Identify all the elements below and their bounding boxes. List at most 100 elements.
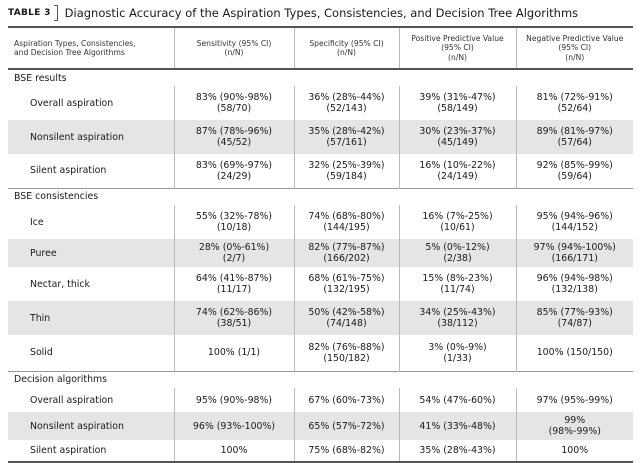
header-specificity: Specificity (95% CI) (n/N) xyxy=(293,26,399,70)
cell-count: (132/195) xyxy=(323,284,370,295)
section-title: BSE consistencies xyxy=(8,187,633,205)
ppv-cell: 5% (0%-12%) (2/38) xyxy=(398,239,516,267)
ppv-cell: 39% (31%-47%) (58/149) xyxy=(398,86,516,120)
table-number: TABLE 3 xyxy=(8,8,51,18)
cell-count: (52/64) xyxy=(557,103,592,114)
cell-count: (10/18) xyxy=(216,222,252,233)
ppv-cell: 16% (10%-22%) (24/149) xyxy=(398,154,516,188)
table-row: Silent aspiration 100% 75% (68%-82%) 35% (2… xyxy=(8,440,633,463)
cell-value: 92% (85%-99%) xyxy=(536,159,613,171)
cell-count: (45/52) xyxy=(216,137,252,148)
cell-value: 65% (57%-72%) xyxy=(308,420,385,432)
section-header-row: BSE results xyxy=(8,68,633,86)
cell-count: (2/7) xyxy=(222,253,246,264)
row-label: Thin xyxy=(8,301,174,335)
cell-count: (10/61) xyxy=(440,222,475,233)
cell-value: 97% (95%-99%) xyxy=(536,394,613,406)
cell-value: 3% (0%-9%) xyxy=(428,341,487,353)
sensitivity-cell: 87% (78%-96%) (45/52) xyxy=(173,120,294,154)
ppv-cell: 15% (8%-23%) (11/74) xyxy=(398,267,516,301)
specificity-cell: 68% (61%-75%) (132/195) xyxy=(293,267,399,301)
cell-value: 68% (61%-75%) xyxy=(308,273,385,284)
diagnostic-accuracy-table: Aspiration Types, Consistencies, and Dec… xyxy=(8,26,633,463)
ppv-cell: 16% (7%-25%) (10/61) xyxy=(398,205,516,239)
specificity-cell: 75% (68%-82%) xyxy=(293,440,399,463)
cell-value: 35% (28%-43%) xyxy=(419,445,496,456)
table-row: Overall aspiration 83% (90%-98%) (58/70) 36… xyxy=(8,86,633,120)
cell-count: (98%-99%) xyxy=(548,426,601,437)
cell-count: (58/149) xyxy=(437,103,478,114)
npv-cell: 89% (81%-97%) (57/64) xyxy=(515,120,633,154)
caption-bracket xyxy=(53,5,58,21)
row-label: Overall aspiration xyxy=(30,97,114,109)
cell-value: 97% (94%-100%) xyxy=(533,242,616,253)
cell-value: 95% (94%-96%) xyxy=(536,211,613,222)
cell-value: 96% (94%-98%) xyxy=(536,273,613,284)
cell-value: 82% (77%-87%) xyxy=(308,242,385,253)
sensitivity-cell: 100% xyxy=(173,440,294,463)
specificity-cell: 82% (77%-87%) (166/202) xyxy=(293,239,399,267)
cell-value: 83% (90%-98%) xyxy=(195,92,273,103)
cell-value: 50% (42%-58%) xyxy=(308,307,385,318)
table-body: BSE results Overall aspiration 83% (90%-98… xyxy=(8,68,633,463)
table-row: Overall aspiration 95% (90%-98%) 67% (60%-… xyxy=(8,388,633,412)
section-title: BSE results xyxy=(8,68,633,86)
npv-cell: 100% (150/150) xyxy=(515,335,633,371)
row-label: Puree xyxy=(8,239,174,267)
cell-value: 100% (150/150) xyxy=(536,347,613,359)
npv-cell: 97% (94%-100%) (166/171) xyxy=(515,239,633,267)
section-header-row: Decision algorithms xyxy=(8,370,633,388)
specificity-cell: 67% (60%-73%) xyxy=(293,388,399,412)
cell-value: 55% (32%-78%) xyxy=(195,211,273,222)
table-row: Silent aspiration 83% (69%-97%) (24/29) 32%… xyxy=(8,154,633,188)
cell-value: 36% (28%-44%) xyxy=(308,92,385,103)
row-label: Silent aspiration xyxy=(30,165,107,177)
header-aspiration-types: Aspiration Types, Consistencies, and Dec… xyxy=(8,26,174,70)
npv-cell: 100% xyxy=(515,440,633,463)
cell-value: 34% (25%-43%) xyxy=(419,307,496,318)
npv-cell: 96% (94%-98%) (132/138) xyxy=(515,267,633,301)
cell-count: (59/64) xyxy=(557,170,592,182)
specificity-cell: 50% (42%-58%) (74/148) xyxy=(293,301,399,335)
cell-value: 74% (68%-80%) xyxy=(308,211,385,222)
cell-value: 39% (31%-47%) xyxy=(419,92,496,103)
cell-value: 75% (68%-82%) xyxy=(308,445,385,456)
cell-value: 32% (25%-39%) xyxy=(308,159,385,171)
cell-value: 5% (0%-12%) xyxy=(425,242,490,253)
cell-count: (150/182) xyxy=(323,352,370,364)
cell-value: 30% (23%-37%) xyxy=(419,126,496,137)
cell-count: (24/149) xyxy=(437,170,478,182)
specificity-cell: 65% (57%-72%) xyxy=(293,412,399,440)
table-row: Solid 100% (1/1) 82% (76%-88%) (150/182) 3% … xyxy=(8,335,633,371)
npv-cell: 92% (85%-99%) (59/64) xyxy=(515,154,633,188)
cell-value: 28% (0%-61%) xyxy=(198,242,270,253)
cell-value: 96% (93%-100%) xyxy=(192,420,276,432)
cell-count: (24/29) xyxy=(216,170,252,182)
npv-cell: 95% (94%-96%) (144/152) xyxy=(515,205,633,239)
sensitivity-cell: 55% (32%-78%) (10/18) xyxy=(173,205,294,239)
table-row: Nectar, thick 64% (41%-87%) (11/17) 68% (61… xyxy=(8,267,633,301)
document-page: TABLE 3 Diagnostic Accuracy of the Aspir… xyxy=(8,5,633,463)
sensitivity-cell: 95% (90%-98%) xyxy=(173,388,294,412)
cell-count: (144/152) xyxy=(551,222,598,233)
cell-value: 99% xyxy=(564,415,586,426)
cell-count: (38/51) xyxy=(216,318,252,329)
table-row: Puree 28% (0%-61%) (2/7) 82% (77%-87%) (166/… xyxy=(8,239,633,267)
cell-count: (59/184) xyxy=(326,170,367,182)
cell-value: 54% (47%-60%) xyxy=(419,394,496,406)
ppv-cell: 3% (0%-9%) (1/33) xyxy=(398,335,516,371)
specificity-cell: 32% (25%-39%) (59/184) xyxy=(293,154,399,188)
cell-count: (11/17) xyxy=(216,284,252,295)
table-title: Diagnostic Accuracy of the Aspiration Ty… xyxy=(64,6,579,20)
cell-count: (11/74) xyxy=(440,284,475,295)
cell-value: 16% (7%-25%) xyxy=(422,211,493,222)
cell-count: (1/33) xyxy=(443,352,472,364)
table-row: Thin 74% (62%-86%) (38/51) 50% (42%-58%) (74… xyxy=(8,301,633,335)
table-row: Ice 55% (32%-78%) (10/18) 74% (68%-80%) (144… xyxy=(8,205,633,239)
cell-value: 82% (76%-88%) xyxy=(308,341,385,353)
specificity-cell: 74% (68%-80%) (144/195) xyxy=(293,205,399,239)
cell-value: 83% (69%-97%) xyxy=(195,159,273,171)
cell-count: (132/138) xyxy=(551,284,598,295)
sensitivity-cell: 83% (90%-98%) (58/70) xyxy=(173,86,294,120)
sensitivity-cell: 83% (69%-97%) (24/29) xyxy=(173,154,294,188)
